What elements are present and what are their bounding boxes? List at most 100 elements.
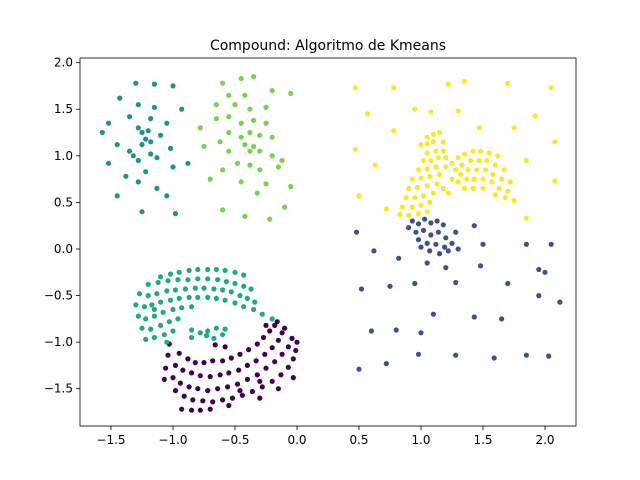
data-point: [99, 129, 105, 136]
data-point: [282, 325, 288, 331]
data-point: [415, 351, 422, 357]
data-point: [461, 151, 467, 157]
data-point: [393, 327, 399, 333]
data-point: [557, 299, 563, 305]
data-point: [197, 330, 203, 336]
data-point: [257, 148, 263, 154]
data-point: [123, 173, 129, 179]
data-point: [433, 241, 439, 247]
data-point: [195, 266, 201, 273]
data-point: [434, 181, 440, 187]
data-point: [262, 351, 268, 357]
data-point: [501, 167, 507, 173]
data-point: [477, 263, 484, 269]
data-point: [220, 167, 226, 173]
data-point: [279, 351, 285, 357]
data-point: [288, 184, 294, 190]
data-point: [197, 373, 203, 379]
data-point: [269, 153, 275, 159]
data-point: [453, 352, 459, 358]
data-point: [154, 185, 160, 191]
data-point: [143, 336, 149, 342]
data-point: [430, 311, 436, 317]
data-point: [167, 271, 174, 277]
data-point: [414, 184, 420, 191]
data-point: [143, 169, 149, 175]
data-point: [415, 167, 422, 173]
data-point: [242, 92, 248, 98]
data-point: [505, 280, 511, 287]
x-tick-label: −1.5: [96, 433, 125, 447]
data-point: [217, 139, 223, 145]
data-point: [215, 386, 221, 392]
data-point: [176, 295, 182, 301]
data-point: [260, 334, 267, 341]
data-point: [269, 316, 275, 322]
data-point: [428, 109, 434, 115]
data-point: [145, 293, 151, 299]
data-point: [505, 188, 511, 194]
data-point: [151, 313, 157, 319]
data-point: [482, 167, 489, 173]
data-point: [440, 185, 446, 191]
data-point: [511, 197, 517, 204]
data-point: [175, 277, 181, 283]
data-point: [105, 120, 112, 126]
data-point: [237, 351, 243, 357]
y-tick-label: 1.5: [54, 102, 73, 116]
data-point: [443, 265, 449, 271]
data-point: [211, 335, 217, 341]
data-point: [207, 176, 213, 182]
data-point: [424, 209, 430, 215]
data-point: [492, 162, 498, 168]
data-point: [117, 95, 123, 101]
data-point: [148, 116, 154, 122]
data-point: [164, 120, 170, 126]
data-point: [471, 314, 477, 320]
data-point: [197, 125, 203, 131]
data-point: [133, 302, 139, 308]
data-point: [275, 164, 281, 170]
data-point: [154, 155, 160, 161]
data-point: [358, 286, 365, 292]
data-point: [136, 291, 143, 297]
data-point: [523, 241, 530, 247]
data-point: [238, 75, 244, 82]
data-point: [523, 157, 530, 164]
data-point: [232, 102, 238, 108]
data-point: [443, 235, 449, 241]
data-point: [461, 185, 467, 191]
data-point: [409, 218, 415, 224]
data-point: [396, 255, 402, 261]
data-point: [412, 280, 418, 287]
data-point: [470, 185, 476, 191]
x-tick-label: 1.5: [473, 433, 492, 447]
data-point: [430, 139, 436, 145]
data-point: [207, 374, 213, 380]
data-point: [220, 358, 226, 364]
data-point: [161, 376, 167, 382]
data-point: [177, 380, 183, 386]
data-point: [415, 237, 422, 243]
data-point: [239, 392, 245, 398]
data-point: [542, 269, 548, 275]
data-point: [151, 81, 157, 87]
data-point: [135, 179, 141, 185]
data-point: [167, 145, 174, 151]
data-point: [105, 160, 112, 166]
data-point: [263, 322, 269, 328]
data-point: [352, 85, 358, 91]
data-point: [546, 353, 552, 359]
data-point: [440, 148, 446, 154]
data-point: [269, 378, 275, 384]
data-point: [435, 229, 441, 235]
data-point: [458, 171, 464, 178]
data-point: [251, 74, 257, 80]
data-point: [226, 370, 232, 376]
data-point: [220, 287, 226, 293]
data-point: [365, 111, 371, 117]
data-point: [424, 183, 430, 189]
data-point: [244, 376, 250, 382]
data-point: [428, 157, 434, 164]
